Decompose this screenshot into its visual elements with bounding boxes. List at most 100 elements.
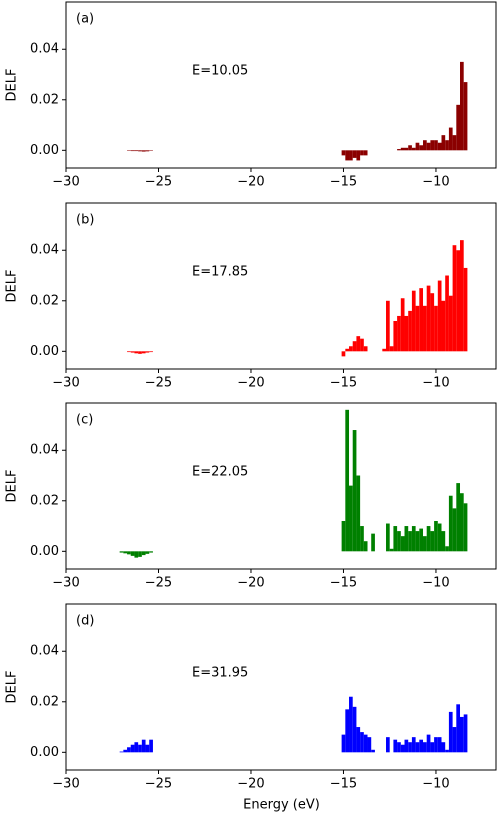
axes-frame: [65, 202, 497, 370]
bar: [411, 526, 416, 552]
panel-label: (a): [76, 12, 94, 27]
axes-frame: [65, 402, 497, 570]
bar: [437, 280, 442, 352]
x-tick-label: −30: [52, 576, 79, 591]
bar: [145, 150, 150, 152]
bar: [393, 526, 398, 552]
bar: [419, 739, 424, 753]
bar: [456, 483, 461, 552]
bar: [426, 285, 431, 352]
bar: [134, 150, 139, 152]
x-tick-label: −20: [237, 376, 264, 391]
bar: [352, 706, 357, 753]
axes-frame: [65, 603, 497, 771]
bar: [448, 711, 453, 753]
bar: [456, 250, 461, 352]
bar: [430, 531, 435, 552]
bar: [441, 135, 446, 151]
bar: [341, 150, 346, 156]
y-axis-label: DELF: [5, 470, 20, 503]
bar: [437, 523, 442, 552]
bar: [360, 338, 364, 352]
bar: [437, 142, 442, 151]
bar: [404, 526, 409, 552]
bar: [345, 150, 350, 161]
bar: [400, 744, 405, 753]
bar: [437, 737, 442, 753]
x-tick-label: −30: [52, 376, 79, 391]
bar: [400, 536, 405, 552]
y-tick-label: 0.00: [30, 745, 59, 760]
bar: [445, 749, 449, 753]
bar: [423, 536, 427, 552]
bar: [434, 305, 438, 352]
bar: [130, 744, 135, 753]
bar: [397, 531, 401, 552]
bar: [141, 551, 146, 556]
bar: [456, 104, 461, 151]
bar: [393, 320, 398, 352]
bar: [452, 508, 457, 552]
bar: [430, 140, 435, 151]
bar: [393, 739, 398, 753]
bar: [397, 315, 401, 352]
y-tick-label: 0.04: [30, 42, 59, 57]
bar: [149, 351, 153, 353]
bar: [119, 751, 124, 753]
y-tick-label: 0.04: [30, 243, 59, 258]
bar: [123, 551, 128, 554]
bar: [426, 734, 431, 753]
bar: [138, 351, 142, 354]
bar: [356, 150, 361, 161]
panel-label: (d): [76, 614, 94, 629]
bar: [445, 275, 449, 352]
bar: [345, 709, 350, 753]
bar: [352, 430, 357, 552]
annotation: E=22.05: [192, 465, 248, 480]
bar: [441, 742, 446, 753]
bar: [123, 749, 128, 753]
bar: [448, 295, 453, 352]
bar: [404, 147, 409, 151]
bar: [138, 551, 142, 557]
bar: [141, 739, 146, 753]
bar: [419, 288, 424, 352]
bar: [400, 298, 405, 352]
bar: [127, 551, 131, 555]
bar: [149, 551, 153, 553]
bar: [145, 551, 150, 554]
bar: [386, 523, 390, 552]
bar: [349, 150, 353, 161]
bar: [460, 716, 464, 753]
panel-label: (c): [76, 413, 93, 428]
bar: [441, 531, 446, 552]
annotation: E=17.85: [192, 265, 248, 280]
x-tick-label: −30: [52, 777, 79, 792]
annotation: E=31.95: [192, 666, 248, 681]
bar: [349, 346, 353, 352]
bar: [400, 147, 405, 151]
x-tick-label: −10: [422, 576, 449, 591]
bar: [386, 300, 390, 352]
bar: [141, 351, 146, 354]
bar: [397, 149, 401, 151]
bar: [463, 267, 468, 352]
bar: [452, 245, 457, 352]
bar: [138, 150, 142, 152]
x-tick-label: −30: [52, 175, 79, 190]
bar: [411, 737, 416, 753]
bar: [352, 150, 357, 158]
bar: [349, 485, 353, 552]
bar: [445, 140, 449, 151]
y-axis-label: DELF: [5, 270, 20, 303]
bar: [371, 533, 375, 552]
bar: [130, 351, 135, 353]
bar: [127, 150, 131, 151]
y-tick-label: 0.02: [30, 293, 59, 308]
bar: [434, 140, 438, 151]
bar: [423, 742, 427, 753]
bar: [134, 351, 139, 354]
bar: [134, 551, 139, 558]
y-tick-label: 0.00: [30, 143, 59, 158]
